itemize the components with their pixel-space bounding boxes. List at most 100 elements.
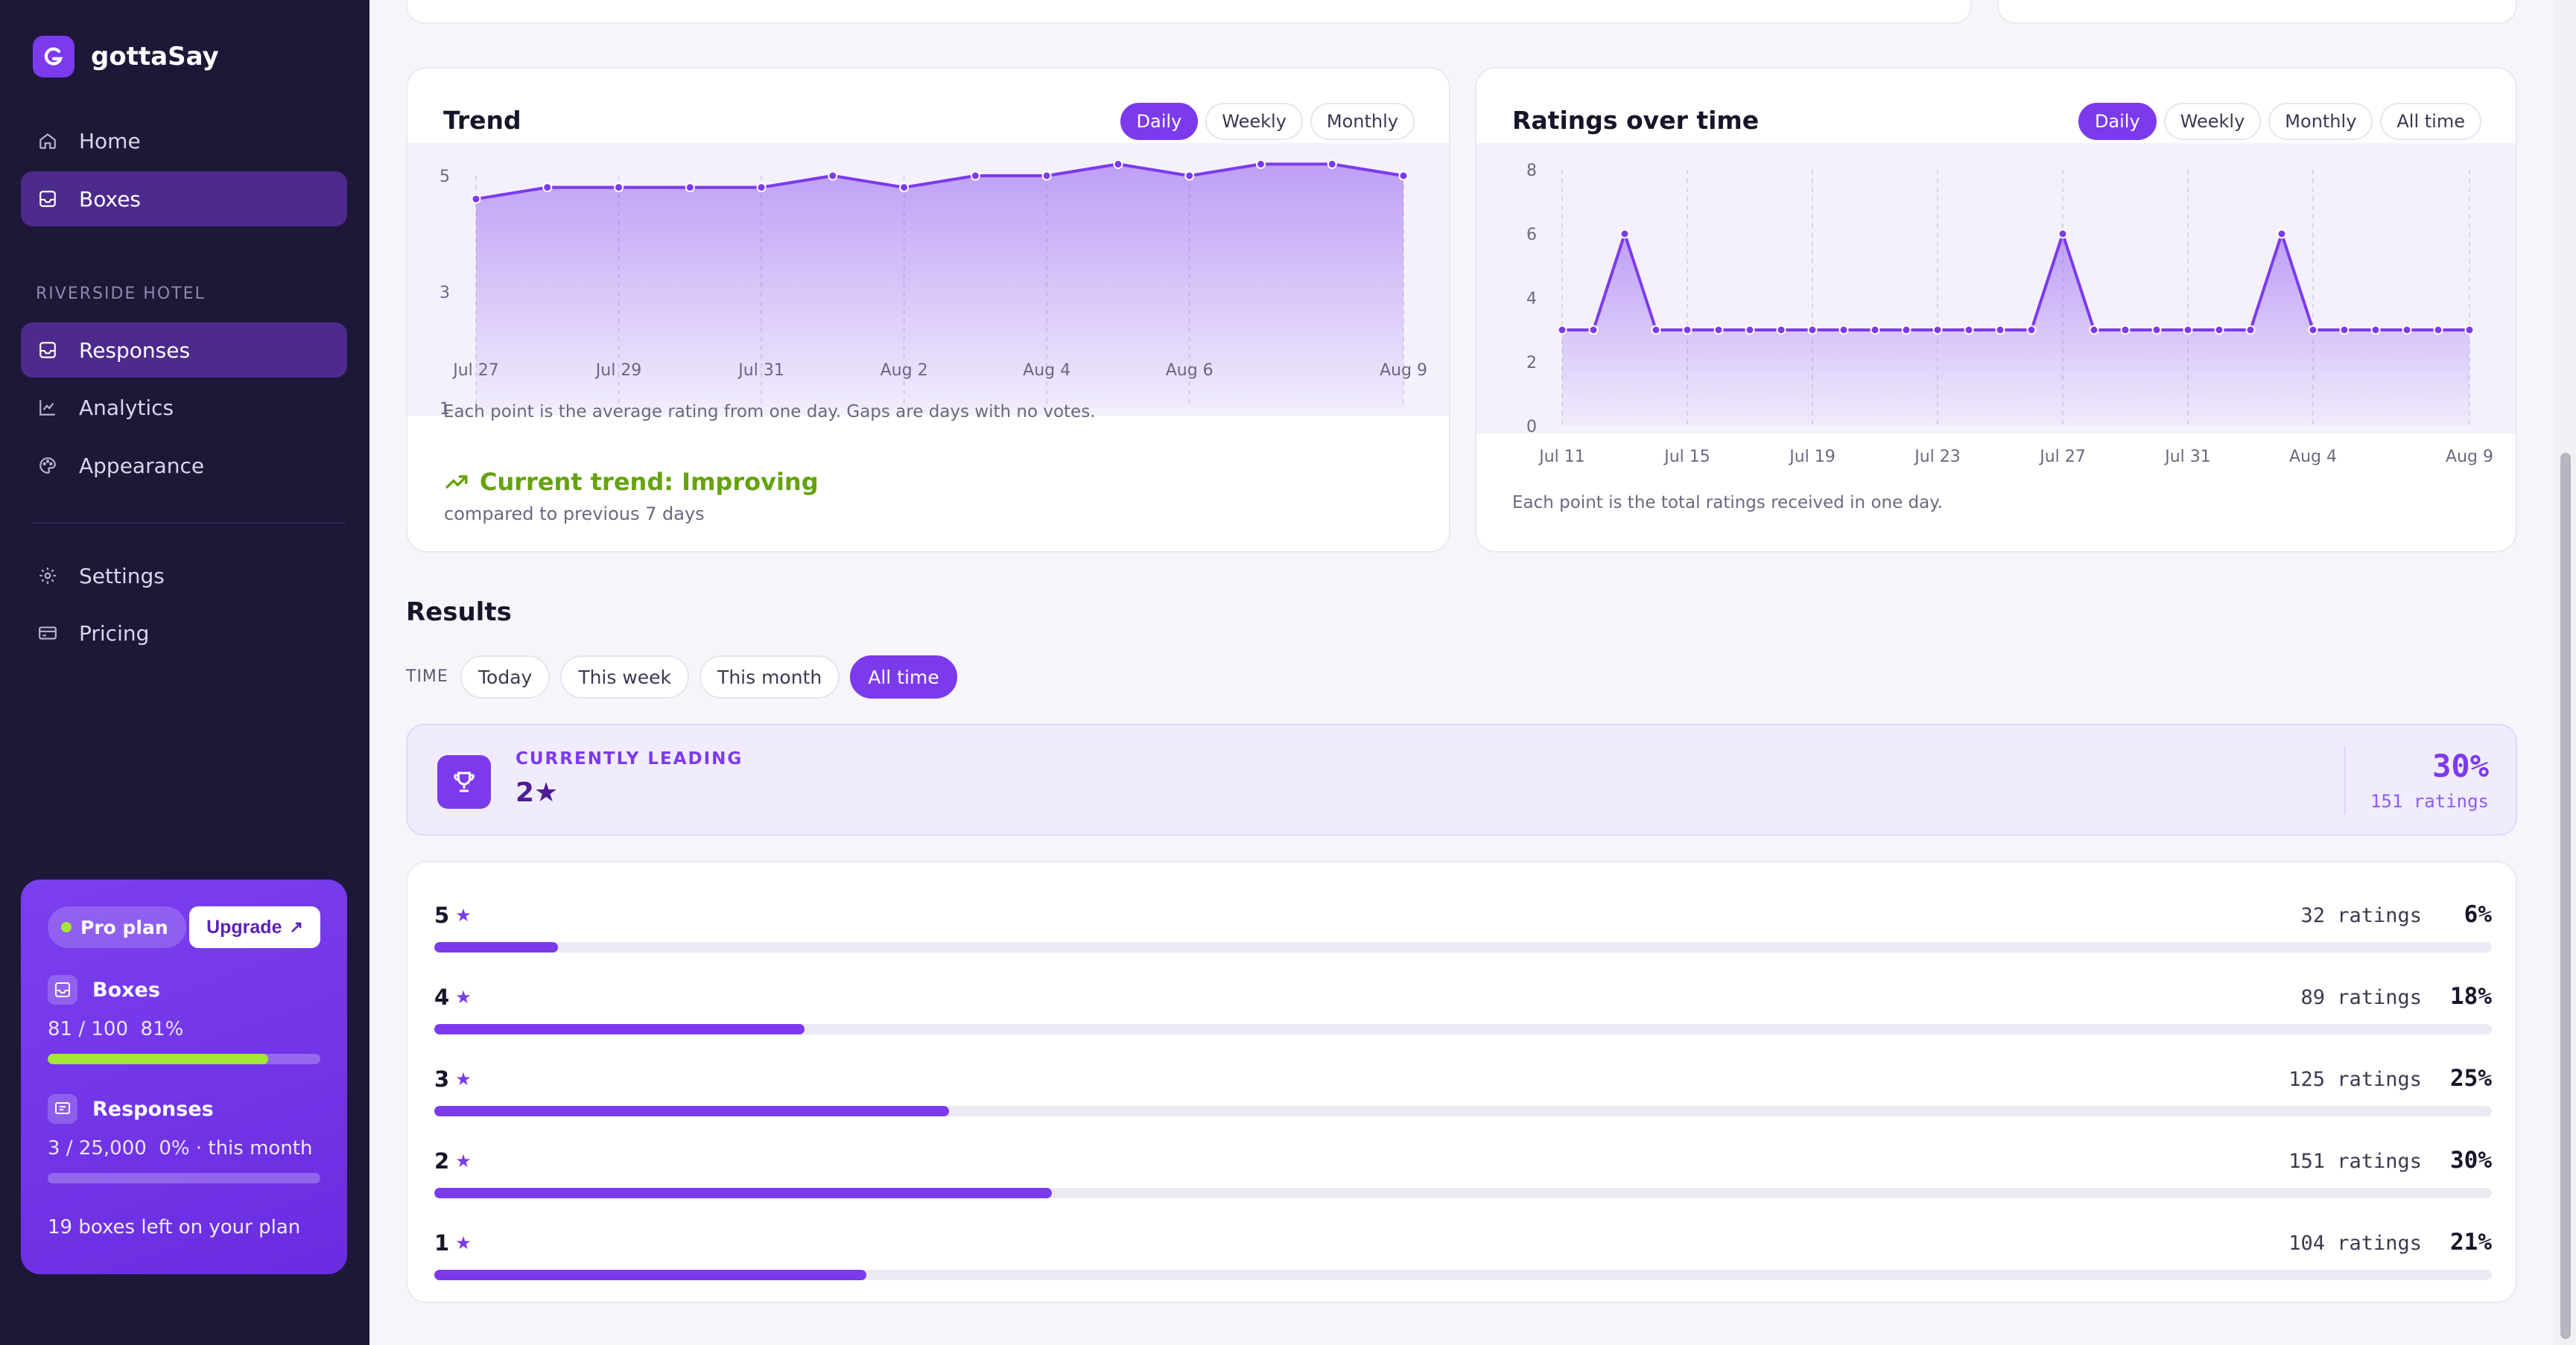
x-tick-label: Jul 19 — [1788, 448, 1836, 466]
leading-value: 2★ — [515, 778, 559, 808]
data-point — [1870, 325, 1880, 335]
data-point — [2058, 229, 2068, 239]
top-card-stub — [406, 0, 1972, 24]
nav-item-boxes[interactable]: Boxes — [21, 171, 347, 226]
ratings-card: Ratings over time Daily Weekly Monthly A… — [1475, 67, 2517, 553]
trend-status-sub: compared to previous 7 days — [444, 503, 705, 524]
gottasay-logo-icon — [33, 36, 74, 77]
nav-item-analytics[interactable]: Analytics — [21, 380, 347, 435]
data-point — [1901, 325, 1912, 335]
data-point — [1113, 159, 1123, 169]
rating-row: 5 ★ 32 ratings 6% — [407, 870, 2516, 953]
row-count: 32 ratings — [2300, 904, 2422, 927]
filter-all-time[interactable]: All time — [850, 655, 957, 699]
trend-title: Trend — [443, 106, 521, 135]
plan-boxes-count: 81 / 100 — [48, 1018, 128, 1040]
plan-badge-label: Pro plan — [80, 916, 168, 938]
ratings-title: Ratings over time — [1512, 106, 1760, 135]
data-point — [1041, 171, 1052, 181]
data-point — [2026, 325, 2037, 335]
x-tick-label: Jul 27 — [2038, 448, 2086, 466]
x-tick-label: Aug 9 — [2446, 448, 2493, 466]
tab-weekly[interactable]: Weekly — [1205, 103, 1303, 140]
row-stars: 1 — [434, 1230, 450, 1256]
row-bar-fill — [434, 1106, 949, 1116]
upgrade-label: Upgrade — [206, 916, 282, 938]
data-point — [2339, 325, 2350, 335]
nav-divider — [33, 522, 346, 524]
nav-item-home[interactable]: Home — [21, 113, 347, 168]
y-tick-label: 1 — [440, 400, 450, 419]
row-bar-fill — [434, 942, 558, 953]
data-point — [828, 171, 838, 181]
data-point — [1839, 325, 1849, 335]
gear-icon — [37, 565, 58, 586]
data-point — [2277, 229, 2287, 239]
brand-name: gottaSay — [91, 42, 219, 71]
star-icon: ★ — [455, 1151, 472, 1171]
nav-item-responses[interactable]: Responses — [21, 322, 347, 378]
data-point — [471, 194, 481, 204]
brand[interactable]: gottaSay — [33, 36, 219, 77]
nav-item-pricing[interactable]: Pricing — [21, 605, 347, 661]
data-point — [1327, 159, 1337, 169]
rating-row: 4 ★ 89 ratings 18% — [407, 952, 2516, 1034]
tab-daily[interactable]: Daily — [2078, 103, 2157, 140]
upgrade-button[interactable]: Upgrade ↗ — [189, 906, 320, 948]
scrollbar-thumb[interactable] — [2560, 453, 2571, 1339]
plan-boxes-bar-fill — [48, 1054, 269, 1064]
data-point — [1995, 325, 2005, 335]
data-point — [614, 182, 624, 193]
series-area — [476, 164, 1403, 408]
row-stars: 3 — [434, 1066, 450, 1092]
inbox-icon — [37, 340, 58, 360]
data-point — [2370, 325, 2381, 335]
home-icon — [37, 130, 58, 151]
leading-count: 151 ratings — [2370, 791, 2489, 812]
inbox-icon — [37, 188, 58, 209]
trending-up-icon — [444, 469, 469, 495]
row-count: 151 ratings — [2288, 1150, 2422, 1173]
filter-this-month[interactable]: This month — [699, 655, 840, 699]
data-point — [2402, 325, 2412, 335]
data-point — [2183, 325, 2193, 335]
nav-item-appearance[interactable]: Appearance — [21, 438, 347, 493]
plan-responses-usage: 3 / 25,000 0% · this month — [48, 1137, 312, 1160]
ratings-tabs: Daily Weekly Monthly All time — [2078, 103, 2481, 140]
star-icon: ★ — [455, 987, 472, 1008]
row-bar-track — [434, 1024, 2492, 1034]
tab-monthly[interactable]: Monthly — [1310, 103, 1415, 140]
x-tick-label: Aug 4 — [2289, 448, 2337, 466]
data-point — [1713, 325, 1724, 335]
tab-all-time[interactable]: All time — [2380, 103, 2481, 140]
y-tick-label: 6 — [1526, 226, 1537, 244]
plan-card: Pro plan Upgrade ↗ Boxes 81 / 100 81% Re… — [21, 880, 347, 1274]
plan-boxes-label: Boxes — [92, 978, 160, 1002]
time-filters: Today This week This month All time — [460, 655, 957, 699]
data-point — [970, 171, 980, 181]
nav-item-settings[interactable]: Settings — [21, 548, 347, 603]
plan-responses-title: Responses — [48, 1094, 214, 1124]
row-bar-track — [434, 1270, 2492, 1280]
data-point — [2151, 325, 2162, 335]
row-pct: 25% — [2450, 1065, 2492, 1092]
trophy-icon — [437, 755, 491, 809]
filter-this-week[interactable]: This week — [560, 655, 690, 699]
tab-weekly[interactable]: Weekly — [2163, 103, 2262, 140]
results-title: Results — [406, 597, 512, 627]
leading-label: CURRENTLY LEADING — [515, 749, 743, 769]
tab-daily[interactable]: Daily — [1120, 103, 1199, 140]
tab-monthly[interactable]: Monthly — [2268, 103, 2373, 140]
sidebar: gottaSay Home Boxes RIVERSIDE HOTEL Resp… — [0, 0, 369, 1345]
filter-today[interactable]: Today — [460, 655, 551, 699]
plan-boxes-title: Boxes — [48, 975, 160, 1005]
row-star-label: 2 ★ — [434, 1148, 472, 1174]
row-stars: 4 — [434, 985, 450, 1010]
leading-pct: 30% — [2432, 748, 2489, 784]
y-tick-label: 8 — [1526, 162, 1537, 180]
y-tick-label: 2 — [1526, 354, 1537, 372]
rating-breakdown-card: 5 ★ 32 ratings 6% 4 ★ 89 ratings 18% 3 ★ 125 ratin… — [406, 861, 2517, 1303]
card-icon — [37, 623, 58, 643]
row-star-label: 3 ★ — [434, 1066, 472, 1092]
data-point — [2433, 325, 2443, 335]
